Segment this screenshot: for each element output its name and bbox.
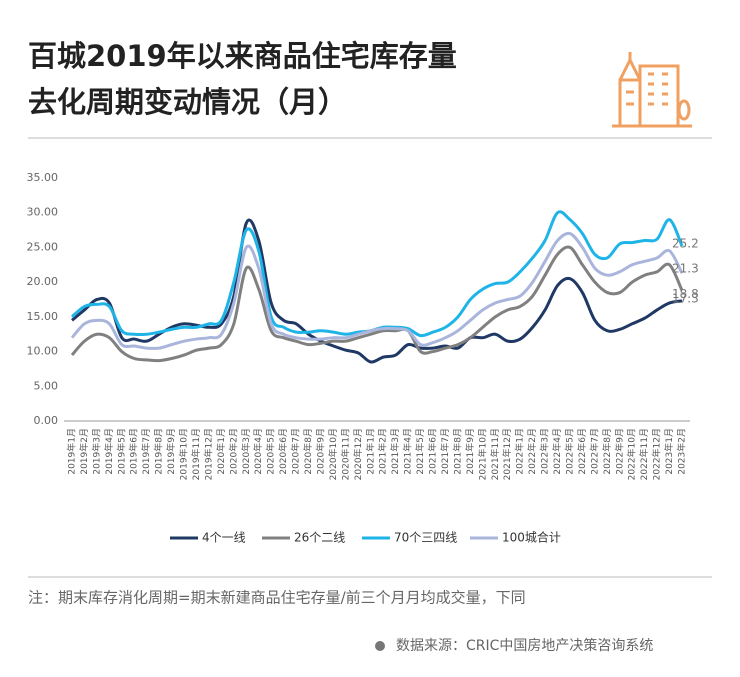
x-tick-label: 2020年12月 [352, 428, 364, 480]
title-line: 百城2019年以来商品住宅库存量 [28, 39, 457, 73]
series-line [70, 231, 684, 350]
x-tick-label: 2021年4月 [402, 428, 414, 475]
legend-label: 70个三四线 [394, 531, 457, 545]
x-tick-label: 2019年9月 [165, 428, 177, 475]
x-tick-label: 2022年11月 [638, 428, 650, 480]
x-tick-label: 2020年10月 [327, 428, 339, 480]
y-tick-label: 25.00 [27, 240, 59, 253]
x-tick-label: 2022年3月 [539, 428, 551, 475]
x-tick-label: 2022年4月 [551, 428, 563, 475]
x-tick-label: 2022年1月 [514, 428, 526, 475]
x-tick-label: 2023年2月 [676, 428, 688, 475]
x-tick-label: 2019年6月 [128, 428, 140, 475]
x-tick-label: 2019年2月 [78, 428, 90, 475]
y-tick-label: 30.00 [27, 206, 59, 219]
y-tick-label: 0.00 [34, 414, 59, 427]
x-tick-label: 2021年6月 [427, 428, 439, 475]
x-tick-label: 2020年9月 [314, 428, 326, 475]
x-tick-label: 2019年7月 [140, 428, 152, 475]
legend-label: 4个一线 [202, 531, 246, 545]
x-tick-label: 2023年1月 [663, 428, 675, 475]
x-tick-label: 2021年10月 [476, 428, 488, 480]
y-tick-label: 10.00 [27, 345, 59, 358]
x-tick-label: 2022年9月 [613, 428, 625, 475]
x-tick-label: 2019年11月 [190, 428, 202, 480]
y-tick-label: 20.00 [27, 275, 59, 288]
x-tick-label: 2022年7月 [588, 428, 600, 475]
series-line [71, 218, 683, 364]
x-tick-label: 2022年10月 [626, 428, 638, 480]
x-tick-label: 2019年4月 [103, 428, 115, 475]
x-tick-label: 2019年1月 [66, 428, 78, 475]
y-tick-label: 5.00 [34, 379, 59, 392]
end-value-label: 25.2 [672, 237, 699, 251]
x-tick-label: 2019年5月 [115, 428, 127, 475]
x-tick-label: 2019年12月 [202, 428, 214, 480]
x-tick-label: 2021年7月 [439, 428, 451, 475]
x-tick-label: 2020年3月 [240, 428, 252, 475]
x-tick-label: 2020年7月 [290, 428, 302, 475]
x-tick-label: 2021年11月 [489, 428, 501, 480]
x-tick-label: 2021年8月 [451, 428, 463, 475]
x-tick-label: 2019年3月 [90, 428, 102, 475]
title-line: 去化周期变动情况（月） [28, 85, 347, 119]
x-tick-label: 2020年4月 [252, 428, 264, 475]
x-tick-label: 2020年2月 [227, 428, 239, 475]
x-tick-label: 2022年6月 [576, 428, 588, 475]
end-value-label: 18.8 [672, 287, 699, 301]
x-tick-label: 2019年10月 [178, 428, 190, 480]
x-tick-label: 2020年11月 [339, 428, 351, 480]
legend-label: 100城合计 [502, 530, 561, 545]
series-line [71, 210, 684, 338]
building-icon [612, 52, 692, 128]
x-tick-label: 2022年12月 [651, 428, 663, 480]
x-tick-label: 2021年1月 [364, 428, 376, 475]
x-tick-label: 2020年1月 [215, 428, 227, 475]
y-tick-label: 35.00 [27, 171, 59, 184]
bullet [375, 641, 385, 651]
x-tick-label: 2022年8月 [601, 428, 613, 475]
x-tick-label: 2020年5月 [265, 428, 277, 475]
series-line [70, 245, 684, 363]
legend-label: 26个二线 [294, 531, 345, 545]
x-tick-label: 2021年5月 [414, 428, 426, 475]
end-value-label: 17.3 [672, 291, 699, 305]
x-tick-label: 2020年6月 [277, 428, 289, 475]
note: 注：期末库存消化周期=期末新建商品住宅存量/前三个月月均成交量，下同 [28, 589, 526, 607]
end-value-label: 21.3 [672, 262, 699, 276]
source: 数据来源：CRIC中国房地产决策咨询系统 [396, 637, 653, 654]
x-tick-label: 2022年5月 [563, 428, 575, 475]
x-tick-label: 2021年3月 [389, 428, 401, 475]
x-tick-label: 2022年2月 [526, 428, 538, 475]
x-tick-label: 2019年8月 [153, 428, 165, 475]
x-tick-label: 2021年12月 [501, 428, 513, 480]
y-tick-label: 15.00 [27, 310, 59, 323]
x-tick-label: 2021年9月 [464, 428, 476, 475]
x-tick-label: 2021年2月 [377, 428, 389, 475]
x-tick-label: 2020年8月 [302, 428, 314, 475]
